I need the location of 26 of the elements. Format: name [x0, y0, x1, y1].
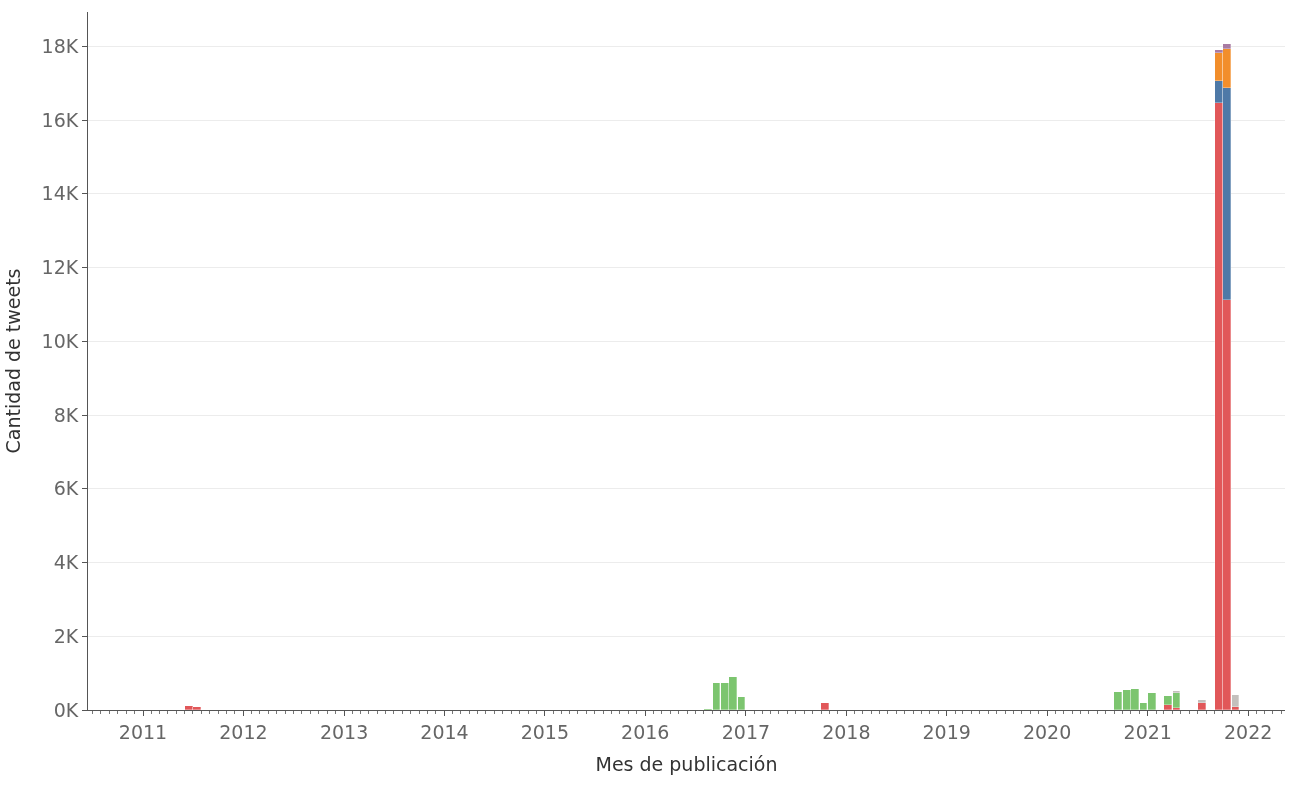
x-tick-label: 2018	[822, 720, 871, 743]
x-tick-label: 2012	[219, 720, 268, 743]
x-tick-label: 2014	[420, 720, 469, 743]
y-tick-label: 6K	[53, 477, 79, 500]
y-tick-label: 12K	[41, 256, 79, 279]
x-tick-label: 2011	[118, 720, 168, 743]
x-tick-label: 2016	[621, 720, 670, 743]
bar	[820, 702, 829, 710]
x-tick-label: 2020	[1022, 720, 1072, 743]
x-tick-label: 2017	[721, 720, 771, 743]
y-tick-label: 18K	[41, 34, 79, 57]
x-tick-label: 2015	[520, 720, 570, 743]
bar	[1197, 702, 1206, 710]
y-axis-title: Cantidad de tweets	[2, 268, 25, 454]
y-tick-label: 0K	[53, 698, 79, 721]
y-tick-label: 4K	[53, 551, 79, 574]
x-tick-label: 2019	[922, 720, 971, 743]
x-tick-label: 2021	[1123, 720, 1172, 743]
x-tick-label: 2013	[319, 720, 369, 743]
x-tick-label: 2022	[1223, 720, 1273, 743]
y-tick-label: 2K	[53, 624, 79, 647]
y-tick-label: 14K	[41, 182, 79, 205]
y-tick-label: 10K	[41, 329, 79, 352]
x-axis-title: Mes de publicación	[595, 752, 778, 775]
y-tick-label: 16K	[41, 108, 79, 131]
y-tick-label: 8K	[53, 403, 79, 426]
